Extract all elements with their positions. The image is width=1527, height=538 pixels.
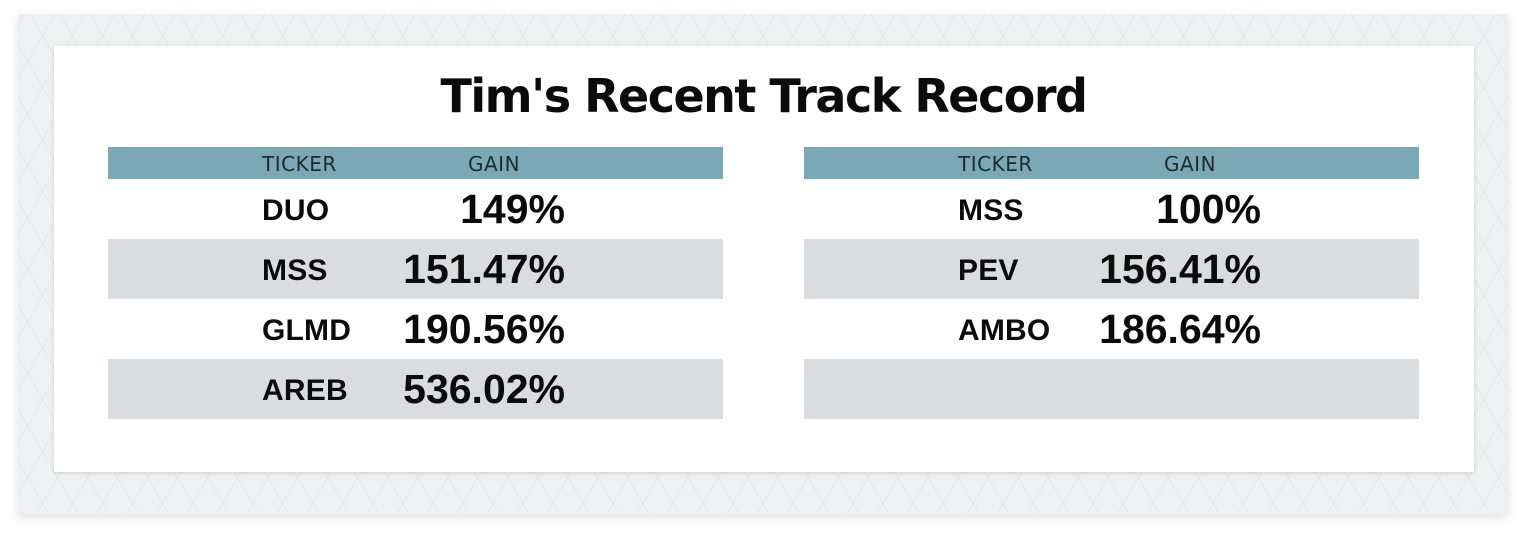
ticker-cell: AREB [262, 374, 348, 407]
column-header-gain: GAIN [1164, 152, 1217, 176]
ticker-cell: PEV [958, 254, 1019, 287]
column-header-gain: GAIN [468, 152, 521, 176]
table-row: DUO 149% [108, 179, 723, 239]
table-header: TICKER GAIN [108, 147, 723, 179]
table-row: MSS 100% [804, 179, 1419, 239]
table-row: MSS 151.47% [108, 239, 723, 299]
table-header: TICKER GAIN [804, 147, 1419, 179]
ticker-cell: AMBO [958, 314, 1051, 347]
table-row: AREB 536.02% [108, 359, 723, 419]
ticker-cell: DUO [262, 194, 330, 227]
gain-cell: 151.47% [403, 246, 565, 292]
track-record-table-left: TICKER GAIN DUO 149% MSS 151.47% GLMD 19… [108, 147, 723, 419]
page-title: Tim's Recent Track Record [440, 69, 1088, 123]
table-row: AMBO 186.64% [804, 299, 1419, 359]
ticker-cell: GLMD [262, 314, 352, 347]
table-row: GLMD 190.56% [108, 299, 723, 359]
gain-cell: 190.56% [403, 306, 565, 352]
gain-cell: 149% [460, 186, 565, 232]
gain-cell: 186.64% [1099, 306, 1261, 352]
column-header-ticker: TICKER [958, 152, 1033, 176]
table-row-empty [804, 359, 1419, 419]
track-record-table-right: TICKER GAIN MSS 100% PEV 156.41% AMBO 18… [804, 147, 1419, 419]
gain-cell: 100% [1156, 186, 1261, 232]
table-row: PEV 156.41% [804, 239, 1419, 299]
ticker-cell: MSS [958, 194, 1024, 227]
ticker-cell: MSS [262, 254, 328, 287]
gain-cell: 536.02% [403, 366, 565, 412]
gain-cell: 156.41% [1099, 246, 1261, 292]
column-header-ticker: TICKER [262, 152, 337, 176]
